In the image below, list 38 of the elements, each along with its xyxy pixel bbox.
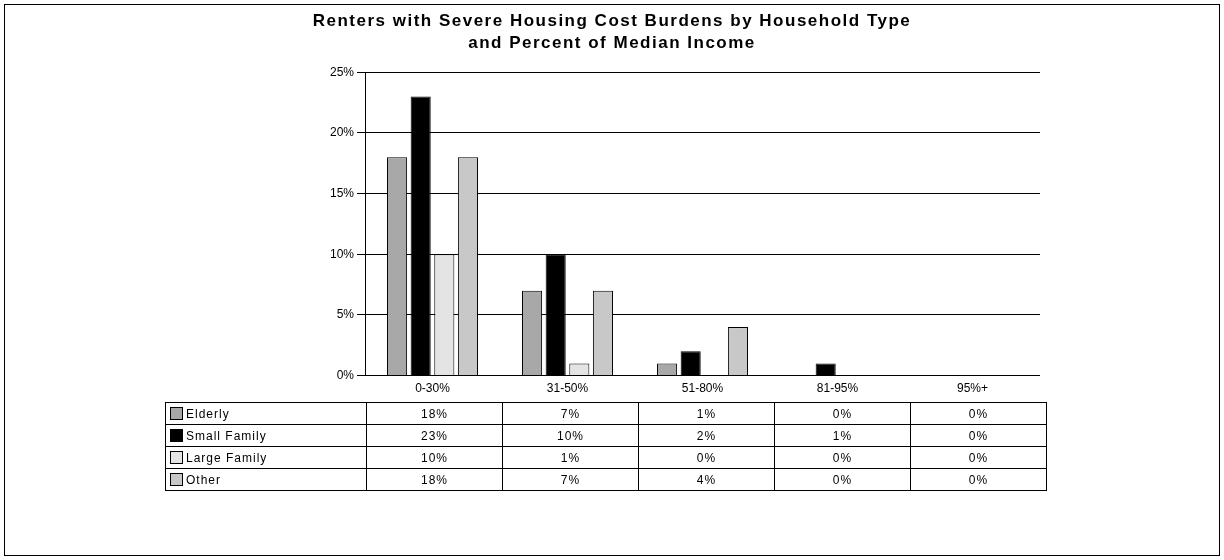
data-label: 0% [910, 424, 1047, 447]
data-label: 0% [638, 446, 775, 469]
data-label: 1% [502, 446, 639, 469]
chart-title: Renters with Severe Housing Cost Burdens by Household Type and Percent of Median Income [312, 10, 912, 54]
bar [680, 351, 701, 376]
x-tick-label: 51-80% [681, 381, 724, 396]
y-tick-label: 5% [336, 307, 355, 322]
y-tick-label: 0% [336, 367, 355, 382]
data-label: 1% [774, 424, 911, 447]
data-label: 4% [638, 468, 775, 491]
data-label: 10% [366, 446, 503, 469]
x-tick-label: 0-30% [415, 381, 451, 396]
data-label: 2% [638, 424, 775, 447]
x-tick-label: 81-95% [816, 381, 859, 396]
data-label: 18% [366, 468, 503, 491]
legend-label: Small Family [165, 424, 367, 447]
bar [815, 363, 836, 376]
legend-label: Large Family [165, 446, 367, 469]
data-label: 23% [366, 424, 503, 447]
y-tick-label: 10% [329, 246, 355, 261]
x-tick-label: 95%+ [956, 381, 989, 396]
y-tick-label: 15% [329, 185, 355, 200]
legend-label: Elderly [165, 402, 367, 425]
data-label: 1% [638, 402, 775, 425]
data-label: 0% [910, 402, 1047, 425]
data-label: 10% [502, 424, 639, 447]
data-label: 7% [502, 468, 639, 491]
y-tick-label: 25% [329, 64, 355, 79]
data-label: 0% [774, 446, 911, 469]
legend-label: Other [165, 468, 367, 491]
data-label: 0% [774, 402, 911, 425]
data-label: 0% [774, 468, 911, 491]
x-tick-label: 31-50% [546, 381, 589, 396]
data-label: 0% [910, 468, 1047, 491]
data-label: 7% [502, 402, 639, 425]
y-tick-label: 20% [329, 125, 355, 140]
data-label: 18% [366, 402, 503, 425]
data-label: 0% [910, 446, 1047, 469]
